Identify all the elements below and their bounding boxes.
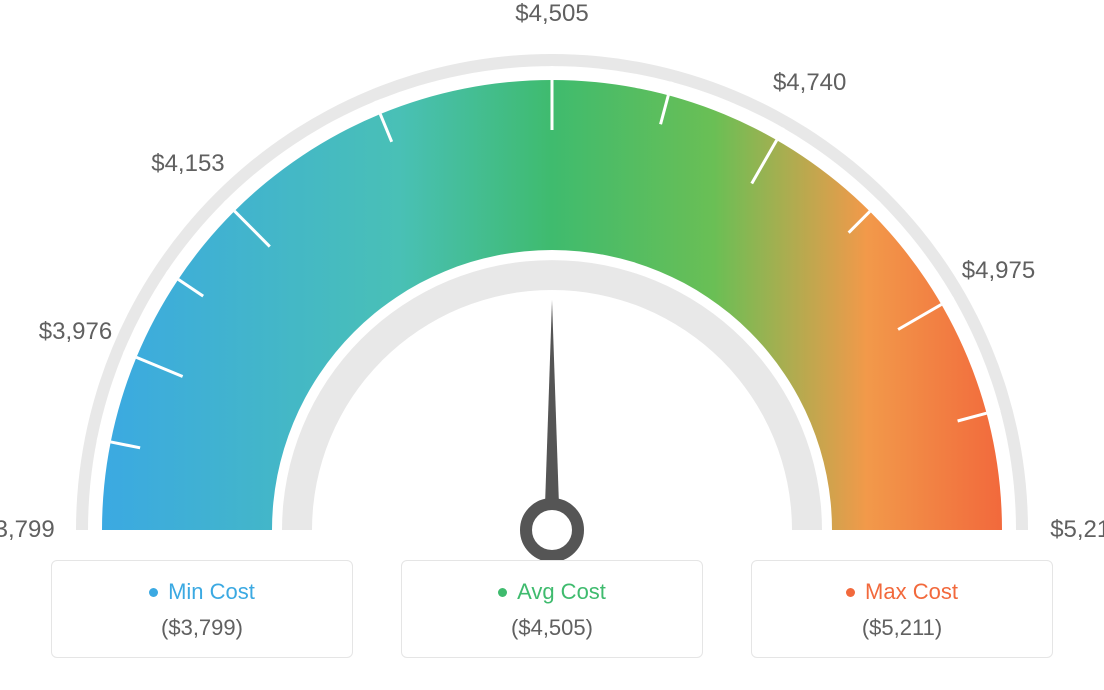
gauge-scale-label: $4,975 xyxy=(962,257,1035,285)
legend-label-avg: Avg Cost xyxy=(517,579,606,605)
legend-card-min: Min Cost ($3,799) xyxy=(51,560,353,658)
legend-title-min: Min Cost xyxy=(149,579,255,605)
gauge-scale-label: $4,740 xyxy=(773,69,846,97)
legend-card-max: Max Cost ($5,211) xyxy=(751,560,1053,658)
gauge-scale-label: $3,976 xyxy=(39,318,112,346)
gauge-scale-label: $5,211 xyxy=(1050,516,1104,544)
legend-label-min: Min Cost xyxy=(168,579,255,605)
gauge-scale-label: $3,799 xyxy=(0,516,55,544)
legend-value-avg: ($4,505) xyxy=(402,615,702,641)
legend-title-avg: Avg Cost xyxy=(498,579,606,605)
legend-title-max: Max Cost xyxy=(846,579,958,605)
gauge-scale-label: $4,505 xyxy=(515,0,588,28)
gauge-svg xyxy=(0,0,1104,560)
legend-dot-avg xyxy=(498,588,507,597)
legend-card-avg: Avg Cost ($4,505) xyxy=(401,560,703,658)
legend-dot-max xyxy=(846,588,855,597)
gauge-scale-label: $4,153 xyxy=(151,150,224,178)
legend-dot-min xyxy=(149,588,158,597)
gauge-chart: $3,799 $3,976 $4,153 $4,505 $4,740 $4,975 $5,2… xyxy=(0,0,1104,560)
legend-value-max: ($5,211) xyxy=(752,615,1052,641)
legend-value-min: ($3,799) xyxy=(52,615,352,641)
legend-label-max: Max Cost xyxy=(865,579,958,605)
legend-row: Min Cost ($3,799) Avg Cost ($4,505) Max … xyxy=(0,560,1104,658)
